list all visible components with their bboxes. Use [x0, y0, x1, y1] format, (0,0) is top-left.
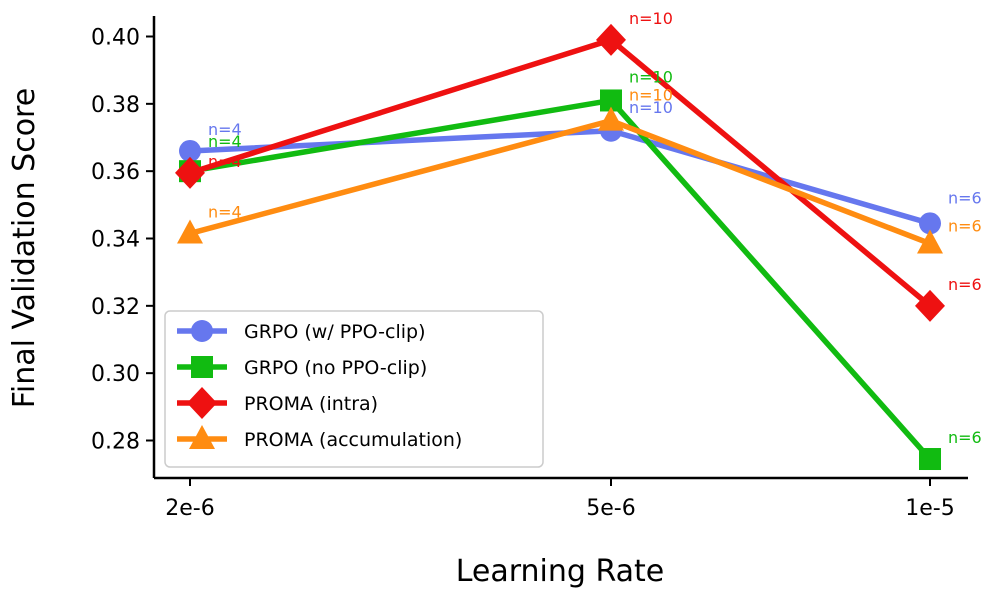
- data-point: [919, 448, 941, 471]
- data-point: [919, 212, 941, 235]
- y-tick-label: 0.32: [91, 295, 140, 320]
- x-tick-label: 1e-5: [905, 496, 954, 521]
- y-tick-label: 0.30: [91, 362, 140, 387]
- legend-label: GRPO (no PPO-clip): [244, 357, 427, 379]
- x-tick-label: 5e-6: [586, 496, 635, 521]
- legend-label: GRPO (w/ PPO-clip): [244, 321, 426, 343]
- y-tick-label: 0.28: [91, 430, 140, 455]
- series-4: [177, 106, 943, 254]
- point-count-label: n=10: [629, 9, 673, 28]
- point-count-label: n=4: [208, 202, 242, 221]
- point-count-label: n=10: [629, 98, 673, 117]
- y-tick-label: 0.34: [91, 228, 140, 253]
- point-count-label: n=4: [208, 120, 242, 139]
- legend-marker: [191, 320, 213, 342]
- data-point: [915, 289, 945, 322]
- y-tick-label: 0.38: [91, 93, 140, 118]
- y-tick-label: 0.36: [91, 160, 140, 185]
- x-tick-label: 2e-6: [165, 496, 214, 521]
- point-count-label: n=6: [948, 428, 982, 447]
- y-axis-title: Final Validation Score: [7, 88, 42, 408]
- series-layer: [175, 23, 945, 471]
- point-label-layer: n=4 n=10 n=6 n=4 n=10 n=6 n=4 n=10 n=6 n=4 n=10 n=6: [208, 9, 982, 447]
- legend-marker: [191, 356, 213, 378]
- legend-marker: [187, 387, 217, 419]
- data-point: [177, 219, 203, 244]
- point-count-label: n=10: [629, 86, 673, 105]
- legend-marker: [189, 425, 215, 449]
- legend-label: PROMA (intra): [244, 393, 378, 415]
- data-point: [596, 23, 626, 56]
- series-line: [187, 128, 933, 227]
- data-point: [600, 89, 622, 112]
- y-tick-label: 0.40: [91, 26, 140, 51]
- point-count-label: n=6: [948, 275, 982, 294]
- legend-box: [164, 310, 544, 468]
- series-3: [175, 23, 945, 322]
- point-count-label: n=6: [948, 188, 982, 207]
- legend: GRPO (w/ PPO-clip) GRPO (no PPO-clip) PROM…: [164, 310, 544, 468]
- point-count-label: n=6: [948, 217, 982, 236]
- axes: 0.28 0.30 0.32 0.34 0.36 0.38 0.40 2e-6 5e-6 1e-5: [91, 16, 968, 521]
- data-point: [598, 106, 624, 131]
- legend-label: PROMA (accumulation): [244, 429, 462, 451]
- point-count-label: n=10: [629, 67, 673, 86]
- series-line: [187, 37, 933, 309]
- data-point: [179, 139, 201, 162]
- data-point: [917, 229, 943, 254]
- data-point: [175, 156, 205, 189]
- x-axis-title: Learning Rate: [456, 554, 665, 589]
- point-count-label: n=4: [208, 132, 242, 151]
- point-count-label: n=4: [208, 152, 242, 171]
